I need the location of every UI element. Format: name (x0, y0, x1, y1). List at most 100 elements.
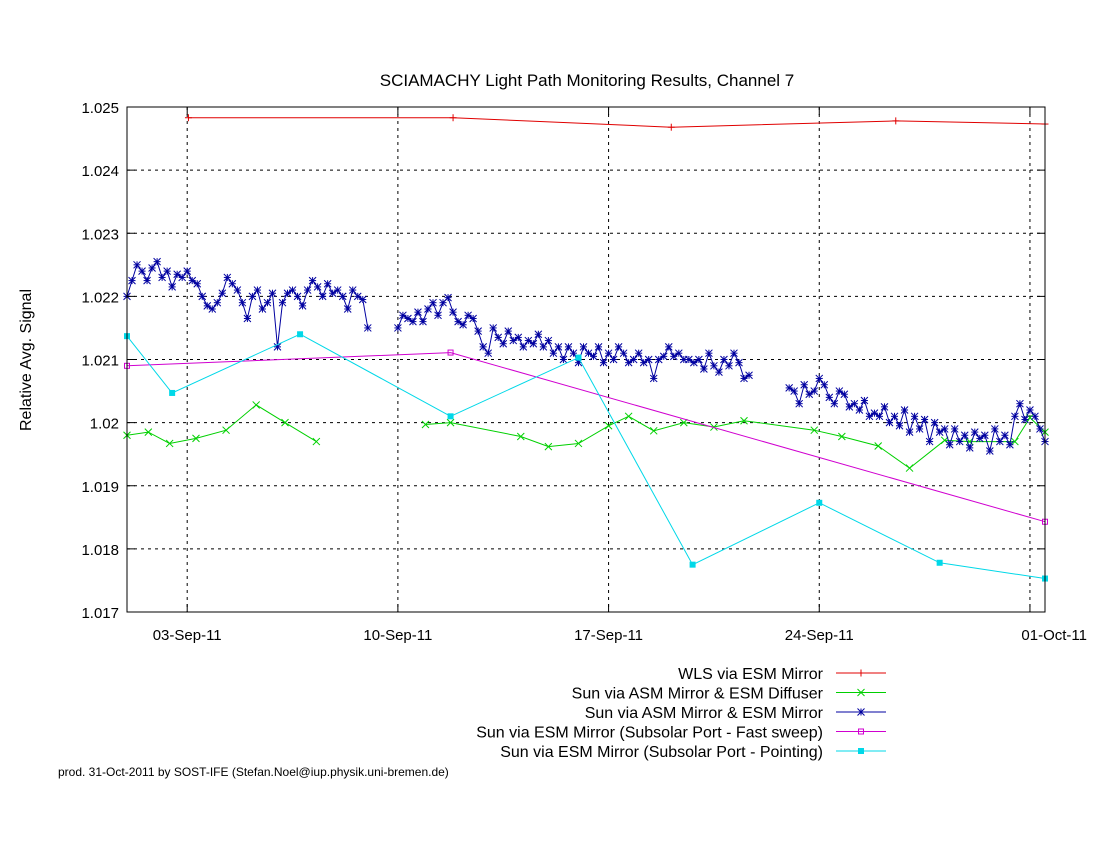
series-5 (124, 331, 1048, 582)
data-point (960, 431, 969, 440)
data-point (725, 361, 733, 370)
data-point (850, 399, 859, 408)
data-point (1011, 412, 1019, 421)
data-point (935, 428, 944, 436)
data-point (925, 437, 934, 446)
data-point (148, 264, 156, 272)
data-point (654, 355, 663, 364)
data-point (529, 339, 538, 348)
data-point (312, 437, 321, 446)
data-point (549, 349, 558, 358)
legend-item: Sun via ESM Mirror (Subsolar Port - Fast… (476, 725, 886, 742)
data-point (534, 330, 543, 339)
data-point (449, 308, 457, 317)
x-tick-label: 03-Sep-11 (153, 627, 222, 644)
data-point (303, 286, 312, 294)
data-point (950, 425, 959, 433)
series-line (126, 404, 317, 445)
data-point (955, 437, 964, 446)
data-point (1011, 437, 1019, 446)
data-point (890, 412, 899, 421)
data-point (447, 349, 454, 356)
data-point (930, 418, 939, 427)
data-point (905, 428, 914, 436)
data-point (599, 358, 608, 367)
data-point (494, 333, 503, 342)
chart-title: SCIAMACHY Light Path Monitoring Results,… (380, 71, 795, 90)
data-point (720, 355, 728, 364)
data-point (479, 343, 488, 351)
data-point (1006, 440, 1014, 449)
data-point (293, 292, 302, 301)
data-point (228, 279, 237, 288)
data-point (198, 292, 207, 301)
data-point (589, 352, 598, 361)
data-point (785, 384, 794, 392)
data-point (810, 426, 819, 435)
data-point (192, 434, 200, 443)
legend-label: Sun via ASM Mirror & ESM Diffuser (572, 686, 824, 703)
data-point (800, 380, 809, 389)
data-point (710, 361, 718, 370)
legend-label: Sun via ASM Mirror & ESM Mirror (585, 705, 824, 722)
data-point (434, 311, 442, 320)
y-axis: 1.017 1.018 1.019 1.02 1.021 1.022 1.023 1.024 1… (81, 100, 1045, 622)
data-point (857, 688, 865, 697)
series-line (188, 117, 1046, 128)
y-tick-label: 1.018 (81, 542, 119, 559)
data-point (840, 390, 849, 399)
data-point (700, 365, 708, 373)
data-point (218, 289, 227, 298)
data-point (514, 333, 523, 342)
data-point (624, 412, 633, 421)
data-point (705, 349, 713, 358)
data-point (614, 343, 623, 351)
data-point (283, 289, 292, 298)
data-point (965, 444, 974, 452)
data-point (940, 425, 949, 433)
data-point (985, 447, 994, 455)
data-point (223, 273, 232, 282)
data-point (639, 358, 648, 367)
legend-item: Sun via ASM Mirror & ESM Mirror (585, 705, 886, 722)
data-point (459, 320, 467, 329)
data-point (825, 393, 834, 402)
data-point (144, 428, 153, 436)
data-point (584, 349, 593, 358)
data-point (1031, 412, 1039, 421)
y-tick-label: 1.023 (81, 226, 119, 243)
data-point (243, 314, 252, 323)
data-point (253, 286, 262, 294)
data-point (858, 748, 864, 754)
series-2 (123, 401, 1049, 472)
data-point (516, 432, 525, 441)
data-point (559, 355, 568, 364)
data-point (858, 728, 864, 735)
data-point (273, 343, 282, 351)
data-point (745, 371, 753, 380)
data-point (278, 298, 287, 307)
data-point (1016, 399, 1024, 408)
data-point (333, 286, 342, 294)
data-point (358, 295, 367, 304)
data-point (604, 349, 613, 358)
data-point (138, 267, 146, 275)
data-point (404, 314, 412, 323)
data-point (649, 426, 658, 435)
data-point (995, 437, 1004, 446)
y-tick-label: 1.019 (81, 479, 119, 496)
data-point (133, 260, 141, 269)
data-point (604, 421, 613, 430)
data-point (629, 355, 638, 364)
data-point (689, 358, 698, 367)
x-tick-label: 01-Oct-11 (1021, 627, 1087, 644)
data-point (990, 425, 999, 433)
data-point (689, 561, 696, 568)
data-point (810, 387, 819, 395)
data-point (885, 418, 894, 427)
data-point (252, 401, 261, 409)
data-point (297, 331, 304, 338)
series-3 (123, 257, 1049, 455)
plot-frame (126, 106, 1046, 613)
